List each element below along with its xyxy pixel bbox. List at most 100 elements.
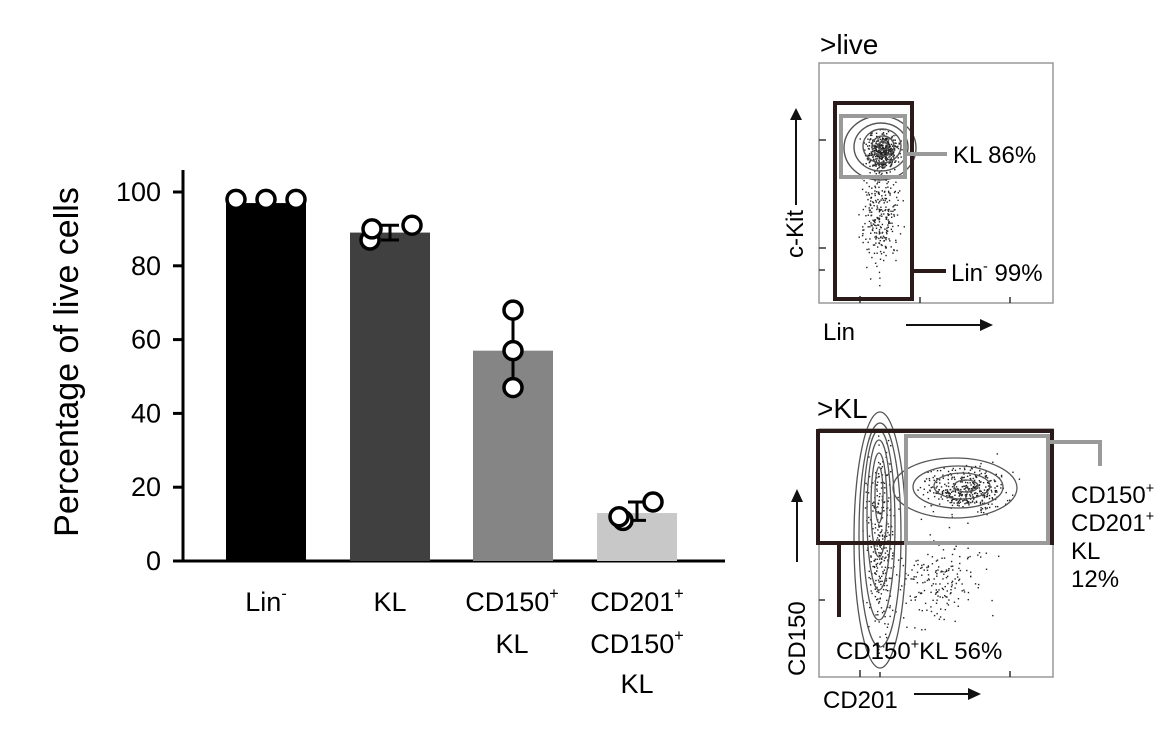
event-dot xyxy=(881,133,883,135)
event-dot xyxy=(927,553,929,556)
event-dot xyxy=(881,197,884,200)
event-dot xyxy=(938,618,941,620)
event-dot xyxy=(876,548,879,550)
event-dot xyxy=(941,491,944,494)
event-dot xyxy=(886,227,888,229)
event-dot xyxy=(961,485,964,488)
event-dot xyxy=(973,484,976,486)
event-dot xyxy=(893,191,896,194)
event-dot xyxy=(966,482,969,484)
event-dot xyxy=(866,601,868,604)
event-dot xyxy=(882,148,885,150)
y-tick-label: 100 xyxy=(116,177,161,207)
event-dot xyxy=(884,139,886,141)
event-dot xyxy=(882,146,884,149)
event-dot xyxy=(879,153,882,155)
event-dot xyxy=(889,148,891,150)
event-dot xyxy=(946,590,949,592)
event-dot xyxy=(957,488,960,491)
event-dot xyxy=(879,577,881,580)
event-dot xyxy=(877,589,879,592)
event-dot xyxy=(942,578,944,580)
event-dot xyxy=(874,527,877,529)
event-dot xyxy=(876,590,878,593)
event-dot xyxy=(913,576,915,578)
event-dot xyxy=(942,570,944,573)
event-dot xyxy=(915,576,917,578)
dot-cloud-kl xyxy=(862,435,1021,654)
event-dot xyxy=(877,598,879,600)
event-dot xyxy=(892,155,894,158)
event-dot xyxy=(942,549,945,551)
event-dot xyxy=(929,534,931,536)
event-dot xyxy=(943,557,946,559)
event-dot xyxy=(983,502,986,504)
event-dot xyxy=(985,475,988,477)
event-dot xyxy=(882,151,885,154)
event-dot xyxy=(872,227,874,229)
event-dot xyxy=(870,224,872,226)
event-dot xyxy=(875,579,877,582)
event-dot xyxy=(946,602,948,605)
event-dot xyxy=(881,535,884,537)
event-dot xyxy=(886,229,888,232)
event-dot xyxy=(884,152,887,154)
event-dot xyxy=(889,606,891,609)
event-dot xyxy=(878,231,881,233)
event-dot xyxy=(979,501,982,503)
event-dot xyxy=(873,506,875,509)
event-dot xyxy=(873,505,875,508)
event-dot xyxy=(867,192,870,194)
event-dot xyxy=(881,172,883,175)
event-dot xyxy=(933,495,936,498)
event-dot xyxy=(885,140,887,142)
event-dot xyxy=(874,232,876,234)
event-dot xyxy=(892,153,894,155)
event-dot xyxy=(981,494,984,497)
data-point xyxy=(608,505,630,528)
event-dot xyxy=(949,495,951,498)
event-dot xyxy=(869,238,871,240)
event-dot xyxy=(979,465,981,468)
contour-kl-cluster xyxy=(892,457,1018,519)
event-dot xyxy=(936,492,938,495)
event-dot xyxy=(878,539,880,542)
event-dot xyxy=(875,563,877,566)
event-dot xyxy=(870,196,873,199)
event-dot xyxy=(980,490,982,493)
event-dot xyxy=(871,225,873,227)
event-dot xyxy=(970,575,972,578)
event-dot xyxy=(877,602,880,604)
event-dot xyxy=(966,558,969,560)
event-dot xyxy=(948,491,950,494)
event-dot xyxy=(930,606,932,608)
event-dot xyxy=(944,489,947,491)
event-dot xyxy=(883,213,885,215)
event-dot xyxy=(869,584,872,586)
x-arrowhead-live xyxy=(980,319,993,331)
event-dot xyxy=(973,479,976,482)
event-dot xyxy=(986,477,989,479)
event-dot xyxy=(862,232,864,235)
event-dot xyxy=(878,172,880,174)
event-dot xyxy=(896,249,898,252)
event-dot xyxy=(936,575,938,577)
event-dot xyxy=(893,514,895,517)
event-dot xyxy=(873,147,876,149)
event-dot xyxy=(874,588,877,590)
event-dot xyxy=(887,213,889,215)
event-dot xyxy=(891,162,893,164)
event-dot xyxy=(874,179,876,182)
event-dot xyxy=(890,147,892,150)
event-dot xyxy=(881,137,884,139)
event-dot xyxy=(966,569,968,572)
event-dot xyxy=(897,147,900,150)
event-dot xyxy=(975,475,978,478)
event-dot xyxy=(876,191,878,193)
event-dot xyxy=(886,201,888,203)
event-dot xyxy=(884,197,886,200)
event-dot xyxy=(877,198,879,201)
event-dot xyxy=(983,489,986,491)
event-dot xyxy=(891,148,894,150)
event-dot xyxy=(985,552,988,554)
